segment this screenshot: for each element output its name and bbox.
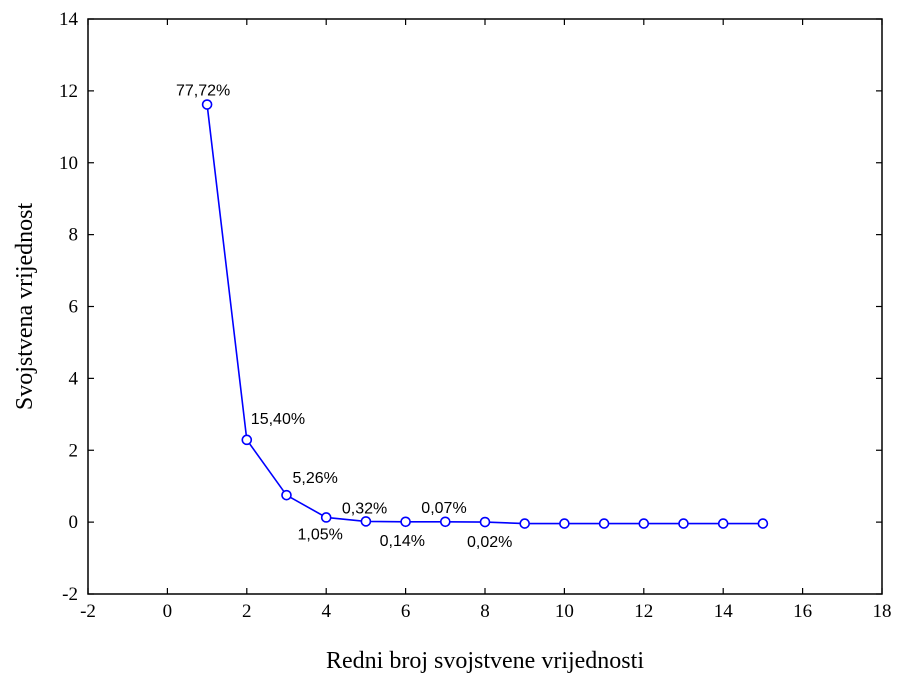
y-axis-title: Svojstvena vrijednost — [12, 203, 38, 411]
x-tick-label: 4 — [321, 601, 331, 622]
data-point — [598, 518, 610, 529]
y-tick-label: 14 — [59, 9, 79, 30]
data-point — [201, 99, 213, 110]
data-point — [360, 516, 372, 527]
x-tick-label: 18 — [873, 601, 892, 622]
y-tick-label: 2 — [69, 440, 79, 461]
y-tick-label: -2 — [62, 584, 78, 605]
data-label: 0,32% — [342, 500, 387, 517]
x-tick-label: -2 — [80, 601, 96, 622]
x-tick-label: 16 — [793, 601, 812, 622]
data-point — [320, 512, 332, 523]
y-tick-label: 0 — [69, 512, 79, 533]
data-label: 77,72% — [176, 83, 230, 100]
data-point — [439, 516, 451, 528]
x-axis-title: Redni broj svojstvene vrijednosti — [326, 648, 644, 674]
data-point — [559, 518, 570, 529]
x-tick-label: 2 — [242, 601, 252, 622]
data-label: 0,02% — [467, 534, 512, 551]
x-tick-label: 10 — [555, 601, 574, 622]
y-tick-label: 12 — [59, 81, 78, 102]
data-point — [281, 489, 292, 501]
series-line — [206, 104, 763, 525]
data-point — [400, 516, 411, 528]
data-label: 0,14% — [380, 533, 425, 550]
data-point — [757, 518, 769, 529]
y-tick-label: 6 — [69, 297, 79, 318]
data-point — [241, 434, 253, 446]
data-point — [479, 516, 491, 528]
data-point — [519, 518, 531, 529]
x-tick-label: 6 — [401, 601, 411, 622]
y-tick-label: 10 — [59, 153, 78, 174]
y-tick-label: 4 — [69, 368, 79, 389]
data-label: 0,07% — [421, 500, 466, 517]
y-tick-label: 8 — [69, 225, 79, 246]
x-tick-label: 12 — [634, 601, 653, 622]
data-label: 5,26% — [293, 470, 338, 487]
data-point — [717, 518, 729, 529]
data-point — [678, 518, 689, 529]
x-tick-label: 8 — [480, 601, 490, 622]
data-point — [638, 518, 650, 529]
data-label: 1,05% — [298, 526, 343, 543]
data-label: 15,40% — [251, 411, 305, 428]
x-tick-label: 0 — [163, 601, 173, 622]
x-tick-label: 14 — [714, 601, 734, 622]
